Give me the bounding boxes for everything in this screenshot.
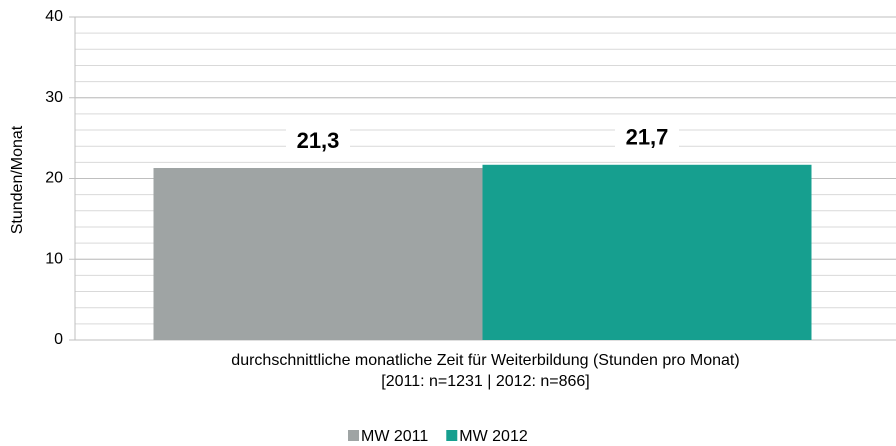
- legend-swatch: [446, 430, 458, 441]
- y-axis-label: Stunden/Monat: [9, 125, 26, 234]
- value-label: 21,3: [297, 128, 340, 153]
- legend-label: MW 2011: [361, 428, 428, 445]
- bar: [482, 164, 812, 340]
- y-tick-label: 10: [45, 250, 63, 267]
- y-tick-label: 40: [45, 8, 63, 25]
- y-tick-label: 0: [54, 331, 63, 348]
- y-tick-label: 20: [45, 170, 63, 187]
- value-label-bg: [286, 128, 350, 157]
- legend-swatch: [348, 430, 359, 441]
- bar: [153, 168, 483, 340]
- y-tick-label: 30: [45, 89, 63, 106]
- value-label: 21,7: [626, 125, 669, 150]
- value-label-bg: [615, 124, 679, 153]
- legend-label: MW 2012: [459, 428, 528, 445]
- x-tick-label: durchschnittliche monatliche Zeit für We…: [231, 352, 740, 390]
